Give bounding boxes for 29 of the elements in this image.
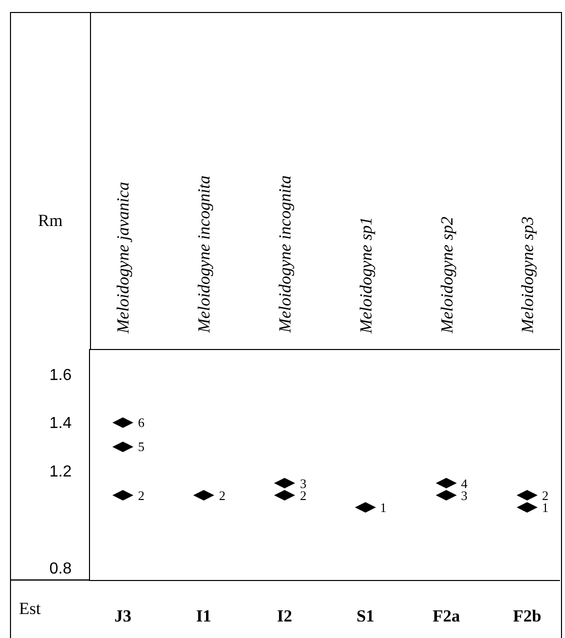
x-tick-label: I1 — [196, 606, 212, 626]
annotation: 3 — [461, 488, 468, 503]
annotation: 4 — [461, 476, 468, 491]
annotation: 5 — [138, 439, 144, 454]
annotation: 2 — [219, 488, 226, 503]
text: Rm — [38, 211, 63, 230]
x-tick-label: I2 — [277, 606, 292, 626]
y-tick-label: 1.6 — [49, 366, 72, 384]
y-tick-label: 1.2 — [49, 464, 72, 481]
x-tick-label: F2a — [432, 606, 460, 626]
y-tick-label: 0.8 — [49, 560, 72, 578]
annotation: 6 — [138, 415, 145, 430]
x-axis-title: Est — [19, 599, 41, 618]
x-tick-label: J3 — [114, 606, 132, 626]
y-tick-label: 1.4 — [49, 415, 72, 432]
annotation: 1 — [380, 500, 386, 515]
text: Meloidogyne incognita — [194, 176, 214, 334]
annotation: 2 — [542, 488, 548, 503]
text: Meloidogyne javanica — [113, 182, 132, 334]
annotation: 2 — [300, 488, 306, 503]
text: Meloidogyne sp2 — [437, 216, 456, 334]
x-tick-label: F2b — [512, 606, 542, 626]
text: Meloidogyne incognita — [276, 175, 295, 334]
text: Meloidogyne sp3 — [518, 216, 538, 334]
annotation: 3 — [300, 476, 306, 491]
annotation: 1 — [542, 500, 548, 515]
x-tick-label: S1 — [356, 606, 374, 626]
annotation: 2 — [138, 488, 144, 503]
text: Meloidogyne sp1 — [356, 216, 376, 334]
